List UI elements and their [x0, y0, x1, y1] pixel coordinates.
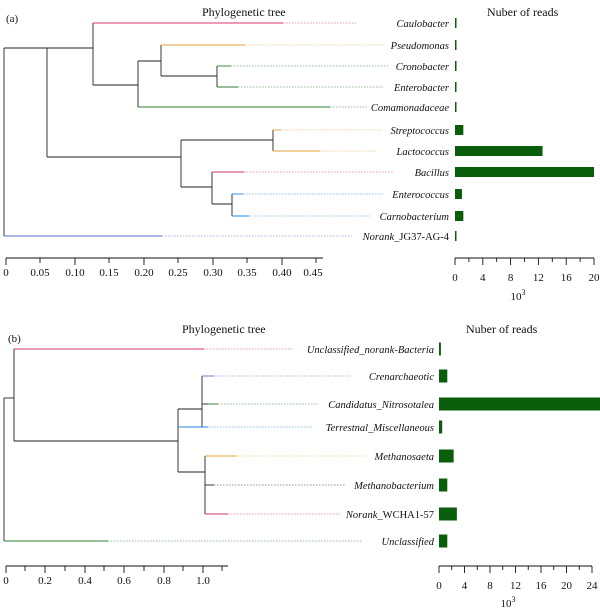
bar-0 — [455, 18, 457, 28]
tree-tick-label: 0.45 — [303, 267, 323, 279]
taxon-label: Carnobacterium — [380, 212, 450, 223]
bar-tick-label: 8 — [487, 580, 493, 592]
bar-6 — [455, 146, 543, 156]
panel-a: (a) Phylogenetic tree Nuber of reads — [3, 5, 600, 303]
tree-tick-label: 0 — [3, 267, 9, 279]
bar-1 — [455, 40, 457, 50]
panel-a-bar-axis — [454, 257, 595, 265]
tree-tick-label: 0.20 — [134, 267, 154, 279]
bar-6 — [439, 507, 457, 521]
bar-tick-label: 12 — [533, 272, 544, 284]
taxon-label: Norank_WCHA1-57 — [345, 510, 434, 521]
bar-5 — [455, 125, 464, 135]
bar-tick-label: 0 — [436, 580, 442, 592]
bar-tick-label: 20 — [561, 580, 573, 592]
bar-3 — [455, 82, 457, 92]
panel-a-tree-ticks: 0 0.05 0.10 0.15 0.20 0.25 0.30 0.35 0.4… — [3, 267, 323, 279]
panel-a-tree-title: Phylogenetic tree — [202, 5, 286, 19]
panel-b: (b) Phylogenetic tree Nuber of reads — [3, 322, 600, 610]
taxon-label: Cronobacter — [396, 62, 450, 73]
bar-2 — [439, 397, 600, 411]
bar-7 — [455, 167, 594, 177]
panel-b-tree-axis — [5, 565, 228, 573]
panel-b-tree — [3, 348, 368, 542]
panel-b-bars — [439, 342, 600, 548]
taxon-label: Crenarchaeotic — [369, 372, 434, 383]
bar-4 — [439, 449, 454, 463]
tree-tick-label: 0.25 — [168, 267, 188, 279]
tree-tick-label: 0.30 — [203, 267, 223, 279]
panel-b-tree-title: Phylogenetic tree — [182, 322, 266, 336]
panel-a-tree-axis — [5, 257, 323, 265]
panel-a-bars — [455, 18, 594, 241]
tree-tick-label: 0.10 — [65, 267, 85, 279]
bar-10 — [455, 231, 457, 241]
panel-b-bar-title: Nuber of reads — [466, 322, 538, 336]
bar-8 — [455, 189, 462, 199]
taxon-label: Unclassified — [382, 537, 435, 548]
taxon-label: Streptococcus — [390, 126, 449, 137]
taxon-label: Terrestnal_Miscellaneous — [326, 423, 434, 434]
bar-tick-label: 4 — [480, 272, 486, 284]
taxon-label: Methanosaeta — [374, 452, 435, 463]
taxon-label: Caulobacter — [397, 19, 450, 30]
bar-9 — [455, 211, 464, 221]
tree-tick-label: 1.0 — [196, 575, 210, 587]
taxon-label: Enterococcus — [391, 190, 449, 201]
panel-a-taxa-labels: Caulobacter Pseudomonas Cronobacter Ente… — [362, 19, 450, 243]
bar-tick-label: 16 — [561, 272, 573, 284]
taxon-label: Norank_JG37-AG-4 — [362, 232, 450, 243]
bar-0 — [439, 342, 441, 356]
tree-tick-label: 0.2 — [38, 575, 52, 587]
bar-tick-label: 12 — [510, 580, 521, 592]
panel-b-label: (b) — [8, 333, 21, 345]
bar-7 — [439, 534, 448, 548]
panel-a-tree — [3, 22, 394, 237]
bar-tick-label: 0 — [452, 272, 458, 284]
bar-4 — [455, 102, 457, 112]
bar-3 — [439, 420, 443, 434]
panel-b-bar-axis — [438, 565, 593, 573]
panel-a-bar-ticks: 0 4 8 12 16 20 — [452, 272, 600, 284]
tree-tick-label: 0.15 — [99, 267, 119, 279]
bar-tick-label: 8 — [508, 272, 514, 284]
panel-a-bar-title: Nuber of reads — [487, 5, 559, 19]
tree-tick-label: 0.6 — [117, 575, 131, 587]
panel-b-taxa-labels: Unclassified_norank-Bacteria Crenarchaeo… — [307, 345, 435, 548]
tree-tick-label: 0.40 — [272, 267, 292, 279]
tree-tick-label: 0.4 — [78, 575, 92, 587]
tree-tick-label: 0.8 — [157, 575, 171, 587]
taxon-label: Methanobacterium — [353, 481, 434, 492]
taxon-label: Lactococcus — [396, 147, 450, 158]
taxon-label: Unclassified_norank-Bacteria — [307, 345, 434, 356]
bar-2 — [455, 61, 457, 71]
bar-tick-label: 24 — [587, 580, 599, 592]
taxon-label: Candidatus_Nitrosotalea — [328, 400, 434, 411]
taxon-label: Comamonadaceae — [371, 103, 449, 114]
panel-b-bar-ticks: 0 4 8 12 16 20 24 — [436, 580, 598, 592]
taxon-label: Bacillus — [415, 168, 449, 179]
tree-tick-label: 0 — [3, 575, 9, 587]
taxon-label: Pseudomonas — [390, 41, 449, 52]
bar-5 — [439, 478, 448, 492]
bar-tick-label: 4 — [462, 580, 468, 592]
taxon-label: Enterobacter — [393, 83, 450, 94]
tree-tick-label: 0.35 — [237, 267, 257, 279]
bar-tick-label: 20 — [589, 272, 600, 284]
panel-a-bar-unit: 103 — [511, 288, 526, 303]
bar-1 — [439, 369, 448, 383]
panel-a-label: (a) — [6, 13, 19, 25]
tree-tick-label: 0.05 — [30, 267, 50, 279]
panel-b-tree-ticks: 0 0.2 0.4 0.6 0.8 1.0 — [3, 575, 210, 587]
panel-b-bar-unit: 103 — [501, 595, 516, 610]
bar-tick-label: 16 — [536, 580, 548, 592]
